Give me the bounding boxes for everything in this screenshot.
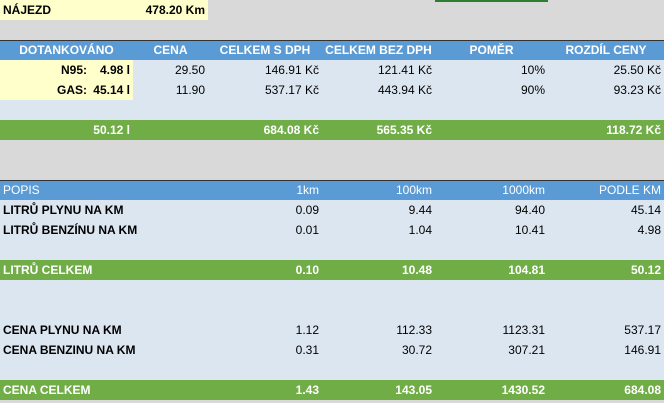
cell: 1.12 bbox=[295, 323, 319, 337]
cell: 4.98 bbox=[637, 223, 661, 237]
cell: 146.91 Kč bbox=[264, 63, 319, 77]
column-header: POMĚR bbox=[469, 43, 514, 57]
cell: 0.01 bbox=[295, 223, 319, 237]
cell: 537.17 bbox=[624, 323, 661, 337]
column-header: DOTANKOVÁNO bbox=[19, 43, 114, 57]
total-cell: 565.35 Kč bbox=[376, 123, 432, 137]
row-label: LITRŮ BENZÍNU NA KM bbox=[3, 223, 138, 237]
body-rows bbox=[0, 280, 664, 380]
cell: 0.10 bbox=[295, 263, 319, 277]
column-header: 1km bbox=[296, 183, 319, 197]
column-header: PODLE KM bbox=[598, 183, 661, 197]
cell: 10.41 bbox=[514, 223, 545, 237]
cell: 143.05 bbox=[395, 383, 432, 397]
column-header: ROZDÍL CENY bbox=[565, 43, 647, 57]
fuel-amount: 45.14 l bbox=[90, 80, 133, 100]
cell: 11.90 bbox=[175, 83, 205, 97]
cell: 94.40 bbox=[514, 203, 545, 217]
column-header: CENA bbox=[153, 43, 188, 57]
total-cell: 684.08 Kč bbox=[263, 123, 319, 137]
column-header: 100km bbox=[395, 183, 432, 197]
total-row bbox=[0, 380, 664, 400]
cell: 9.44 bbox=[408, 203, 432, 217]
cell: 121.41 Kč bbox=[377, 63, 432, 77]
cell: 0.31 bbox=[295, 343, 319, 357]
row-label: LITRŮ CELKEM bbox=[3, 263, 93, 277]
body-rows bbox=[0, 200, 664, 260]
cell: 45.14 bbox=[630, 203, 661, 217]
top-green-line bbox=[435, 0, 548, 2]
cell: 50.12 bbox=[630, 263, 661, 277]
cell: 443.94 Kč bbox=[377, 83, 432, 97]
column-header: CELKEM S DPH bbox=[219, 43, 311, 57]
total-cell: 118.72 Kč bbox=[606, 123, 661, 137]
cell: 1430.52 bbox=[501, 383, 545, 397]
row-label: CENA BENZINU NA KM bbox=[3, 343, 136, 357]
cell: 684.08 bbox=[624, 383, 661, 397]
header-row bbox=[0, 40, 664, 60]
cell: 1.04 bbox=[408, 223, 432, 237]
cell: 90% bbox=[520, 83, 545, 97]
fuel-amount: 4.98 l bbox=[90, 60, 133, 80]
row-label: CENA CELKEM bbox=[3, 383, 91, 397]
fuel-type: GAS: bbox=[0, 80, 90, 100]
mileage-label: NÁJEZD bbox=[0, 0, 105, 20]
cell: 1123.31 bbox=[502, 323, 546, 337]
cell: 93.23 Kč bbox=[613, 83, 661, 97]
cell: 1.43 bbox=[295, 383, 319, 397]
row-label: CENA PLYNU NA KM bbox=[3, 323, 122, 337]
cell: 112.33 bbox=[396, 323, 432, 337]
row-label: LITRŮ PLYNU NA KM bbox=[3, 203, 124, 217]
mileage-value: 478.20 Km bbox=[105, 0, 208, 20]
column-header: 1000km bbox=[502, 183, 545, 197]
cell: 30.72 bbox=[401, 343, 432, 357]
column-header: CELKEM BEZ DPH bbox=[325, 43, 432, 57]
cell: 146.91 bbox=[624, 343, 661, 357]
cell: 537.17 Kč bbox=[264, 83, 319, 97]
total-row bbox=[0, 260, 664, 280]
header-row bbox=[0, 180, 664, 200]
total-row bbox=[0, 120, 664, 140]
column-header: POPIS bbox=[3, 183, 40, 197]
cell: 307.21 bbox=[508, 343, 545, 357]
cell: 29.50 bbox=[174, 63, 205, 77]
fuel-type: N95: bbox=[0, 60, 90, 80]
cell: 10% bbox=[520, 63, 545, 77]
cell: 104.81 bbox=[508, 263, 545, 277]
cell: 10.48 bbox=[401, 263, 432, 277]
cell: 0.09 bbox=[295, 203, 319, 217]
total-cell: 50.12 l bbox=[93, 123, 130, 137]
cell: 25.50 Kč bbox=[613, 63, 661, 77]
